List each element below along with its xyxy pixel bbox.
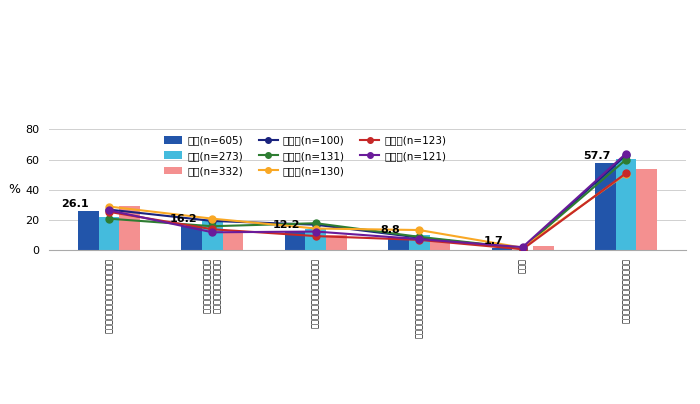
３０代(n=131) — [105, 216, 113, 221]
２０代(n=100) — [519, 246, 527, 251]
５０代(n=123) — [519, 247, 527, 252]
Bar — [430, 239, 450, 250]
Bar — [223, 231, 244, 250]
Text: 16.2: 16.2 — [169, 214, 197, 224]
Bar — [389, 237, 409, 250]
Line: ５０代(n=123): ５０代(n=123) — [106, 170, 629, 253]
２０代(n=100) — [312, 222, 320, 227]
Bar — [285, 232, 305, 250]
２０代(n=100) — [208, 219, 216, 223]
４０代(n=130) — [312, 226, 320, 231]
Y-axis label: %: % — [8, 183, 20, 196]
Bar — [305, 229, 326, 250]
３０代(n=131) — [312, 221, 320, 225]
Legend: 全体(n=605), 男性(n=273), 女性(n=332), ２０代(n=100), ３０代(n=131), ４０代(n=130), ５０代(n=123),: 全体(n=605), 男性(n=273), 女性(n=332), ２０代(n=1… — [162, 135, 447, 177]
３０代(n=131) — [415, 234, 424, 239]
４０代(n=130) — [105, 204, 113, 209]
６０代(n=121) — [622, 151, 630, 156]
５０代(n=123) — [622, 171, 630, 176]
６０代(n=121) — [105, 208, 113, 213]
２０代(n=100) — [105, 207, 113, 212]
Bar — [202, 221, 223, 250]
Bar — [636, 169, 657, 250]
Bar — [533, 246, 554, 250]
Text: 12.2: 12.2 — [273, 220, 300, 230]
６０代(n=121) — [415, 237, 424, 242]
Bar — [326, 235, 346, 250]
Line: ６０代(n=121): ６０代(n=121) — [106, 150, 629, 250]
３０代(n=131) — [622, 157, 630, 162]
６０代(n=121) — [208, 230, 216, 235]
６０代(n=121) — [312, 229, 320, 234]
５０代(n=123) — [415, 238, 424, 242]
Text: 1.7: 1.7 — [484, 236, 503, 246]
４０代(n=130) — [519, 245, 527, 250]
５０代(n=123) — [208, 227, 216, 231]
２０代(n=100) — [622, 153, 630, 158]
２０代(n=100) — [415, 235, 424, 240]
Bar — [616, 159, 636, 250]
６０代(n=121) — [519, 245, 527, 250]
４０代(n=130) — [622, 172, 630, 177]
４０代(n=130) — [415, 227, 424, 232]
Text: 57.7: 57.7 — [583, 151, 611, 161]
Bar — [491, 248, 512, 250]
Bar — [78, 211, 99, 250]
３０代(n=131) — [208, 224, 216, 229]
３０代(n=131) — [519, 246, 527, 250]
Bar — [99, 217, 119, 250]
Bar — [119, 206, 140, 250]
５０代(n=123) — [312, 234, 320, 238]
Line: ３０代(n=131): ３０代(n=131) — [106, 156, 629, 252]
Line: ２０代(n=100): ２０代(n=100) — [106, 152, 629, 252]
Bar — [595, 163, 616, 250]
５０代(n=123) — [105, 209, 113, 214]
Bar — [181, 226, 202, 250]
Line: ４０代(n=130): ４０代(n=130) — [106, 170, 629, 251]
Text: 8.8: 8.8 — [380, 225, 400, 235]
４０代(n=130) — [208, 216, 216, 221]
Text: 26.1: 26.1 — [61, 199, 89, 209]
Bar — [409, 235, 430, 250]
